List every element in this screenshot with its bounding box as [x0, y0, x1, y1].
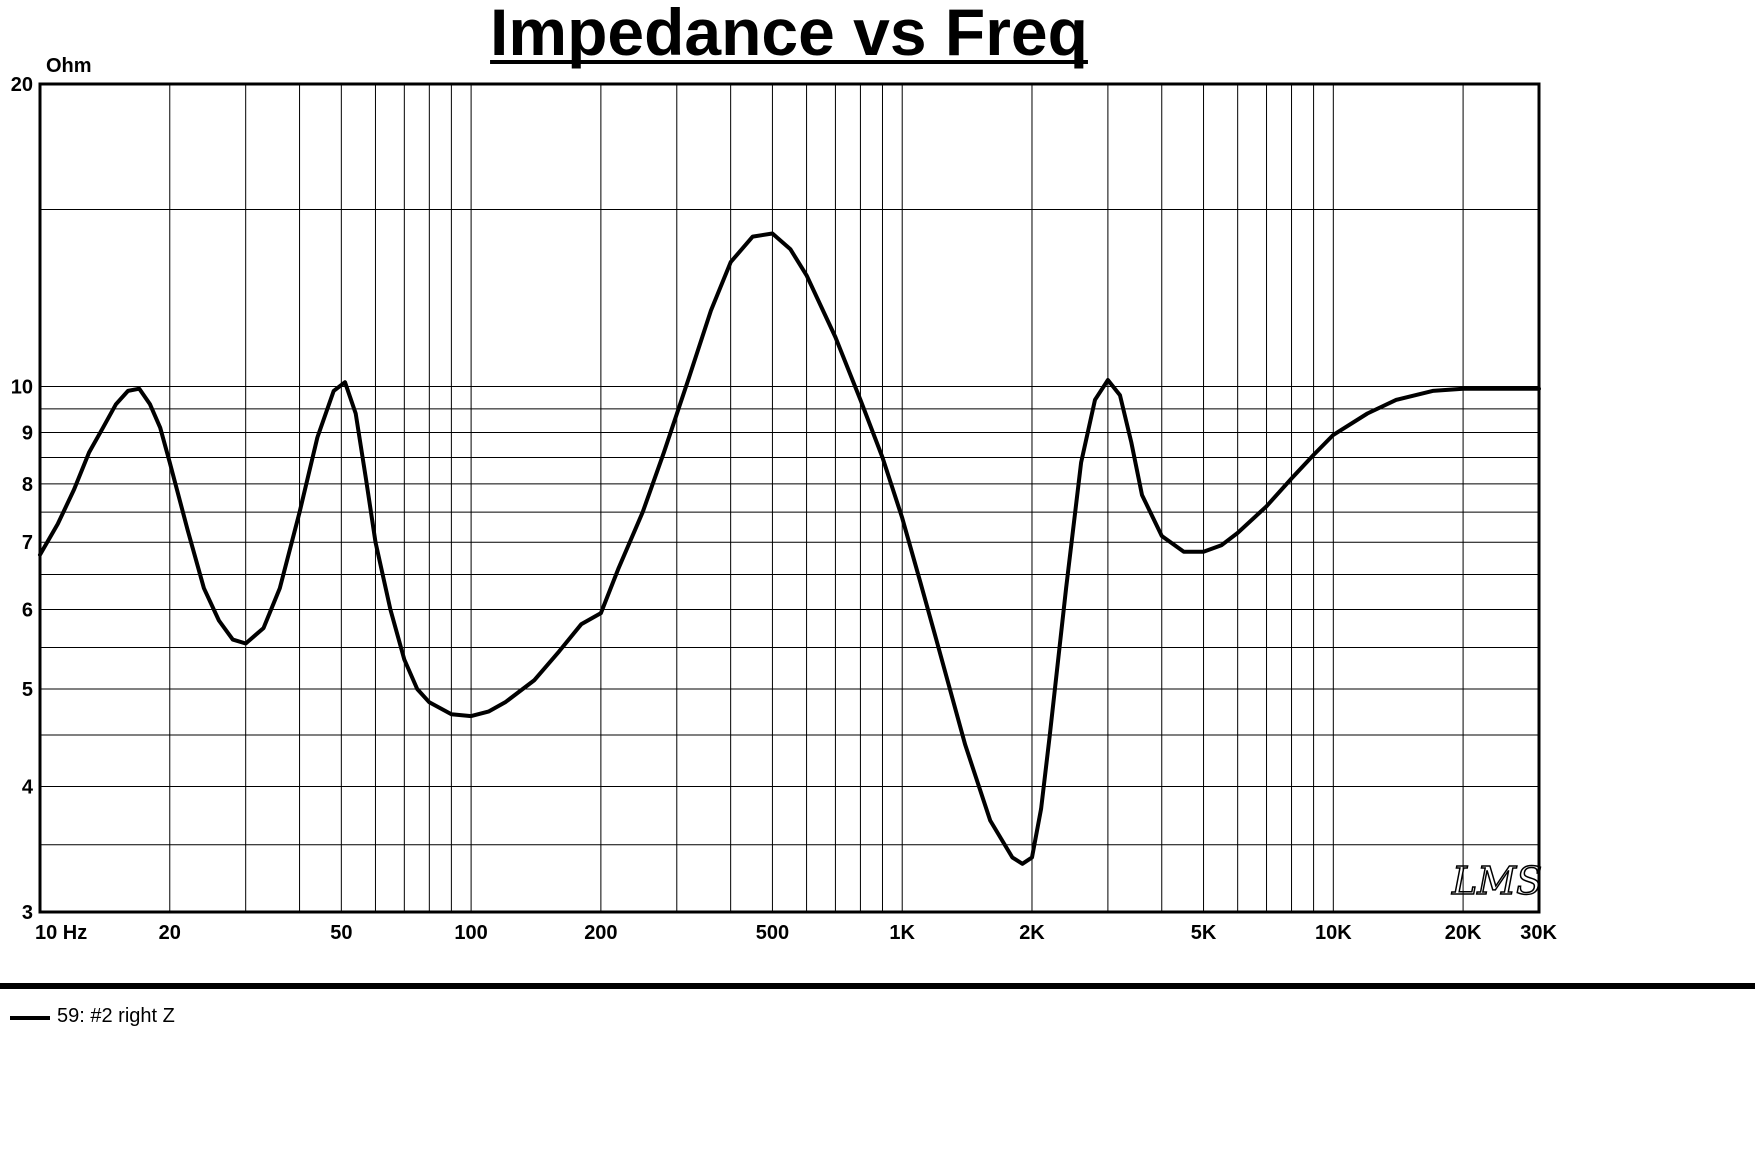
y-tick-label: 8: [22, 474, 33, 496]
x-tick-label: 20: [159, 922, 181, 944]
x-tick-label: 10K: [1315, 922, 1352, 944]
legend: 59: #2 right Z: [10, 1005, 175, 1027]
y-tick-label: 3: [22, 902, 33, 924]
legend-label: 59: #2 right Z: [57, 1005, 175, 1027]
lms-logo: LMS: [1451, 859, 1542, 903]
x-tick-label: 200: [584, 922, 617, 944]
x-tick-label: 10 Hz: [35, 922, 87, 944]
y-tick-label: 9: [22, 423, 33, 445]
chart-grid: [40, 84, 1539, 912]
y-tick-label: 10: [11, 377, 33, 399]
y-tick-label: 7: [22, 532, 33, 554]
x-tick-label: 30K: [1520, 922, 1557, 944]
x-tick-label: 1K: [889, 922, 915, 944]
series-line: [38, 231, 1541, 866]
y-tick-label: 4: [22, 776, 34, 798]
y-tick-label: 20: [11, 74, 33, 96]
x-tick-label: 20K: [1445, 922, 1482, 944]
x-tick-label: 5K: [1191, 922, 1217, 944]
y-axis-label: Ohm: [46, 55, 92, 77]
x-axis-ticks: 10 Hz 20 50 100 200 500 1K 2K 5K 10K 20K 30K: [35, 922, 1558, 944]
footer-rule: [0, 983, 1755, 989]
y-axis-ticks: 3 4 5 6 7 8 9 10 20: [11, 74, 34, 924]
chart-title: Impedance vs Freq: [490, 0, 1088, 69]
y-tick-label: 6: [22, 599, 33, 621]
x-tick-label: 50: [330, 922, 352, 944]
x-tick-label: 2K: [1019, 922, 1045, 944]
y-tick-label: 5: [22, 679, 33, 701]
plot-frame: [38, 82, 1541, 914]
x-tick-label: 100: [454, 922, 487, 944]
x-tick-label: 500: [756, 922, 789, 944]
chart-series: [38, 231, 1541, 866]
